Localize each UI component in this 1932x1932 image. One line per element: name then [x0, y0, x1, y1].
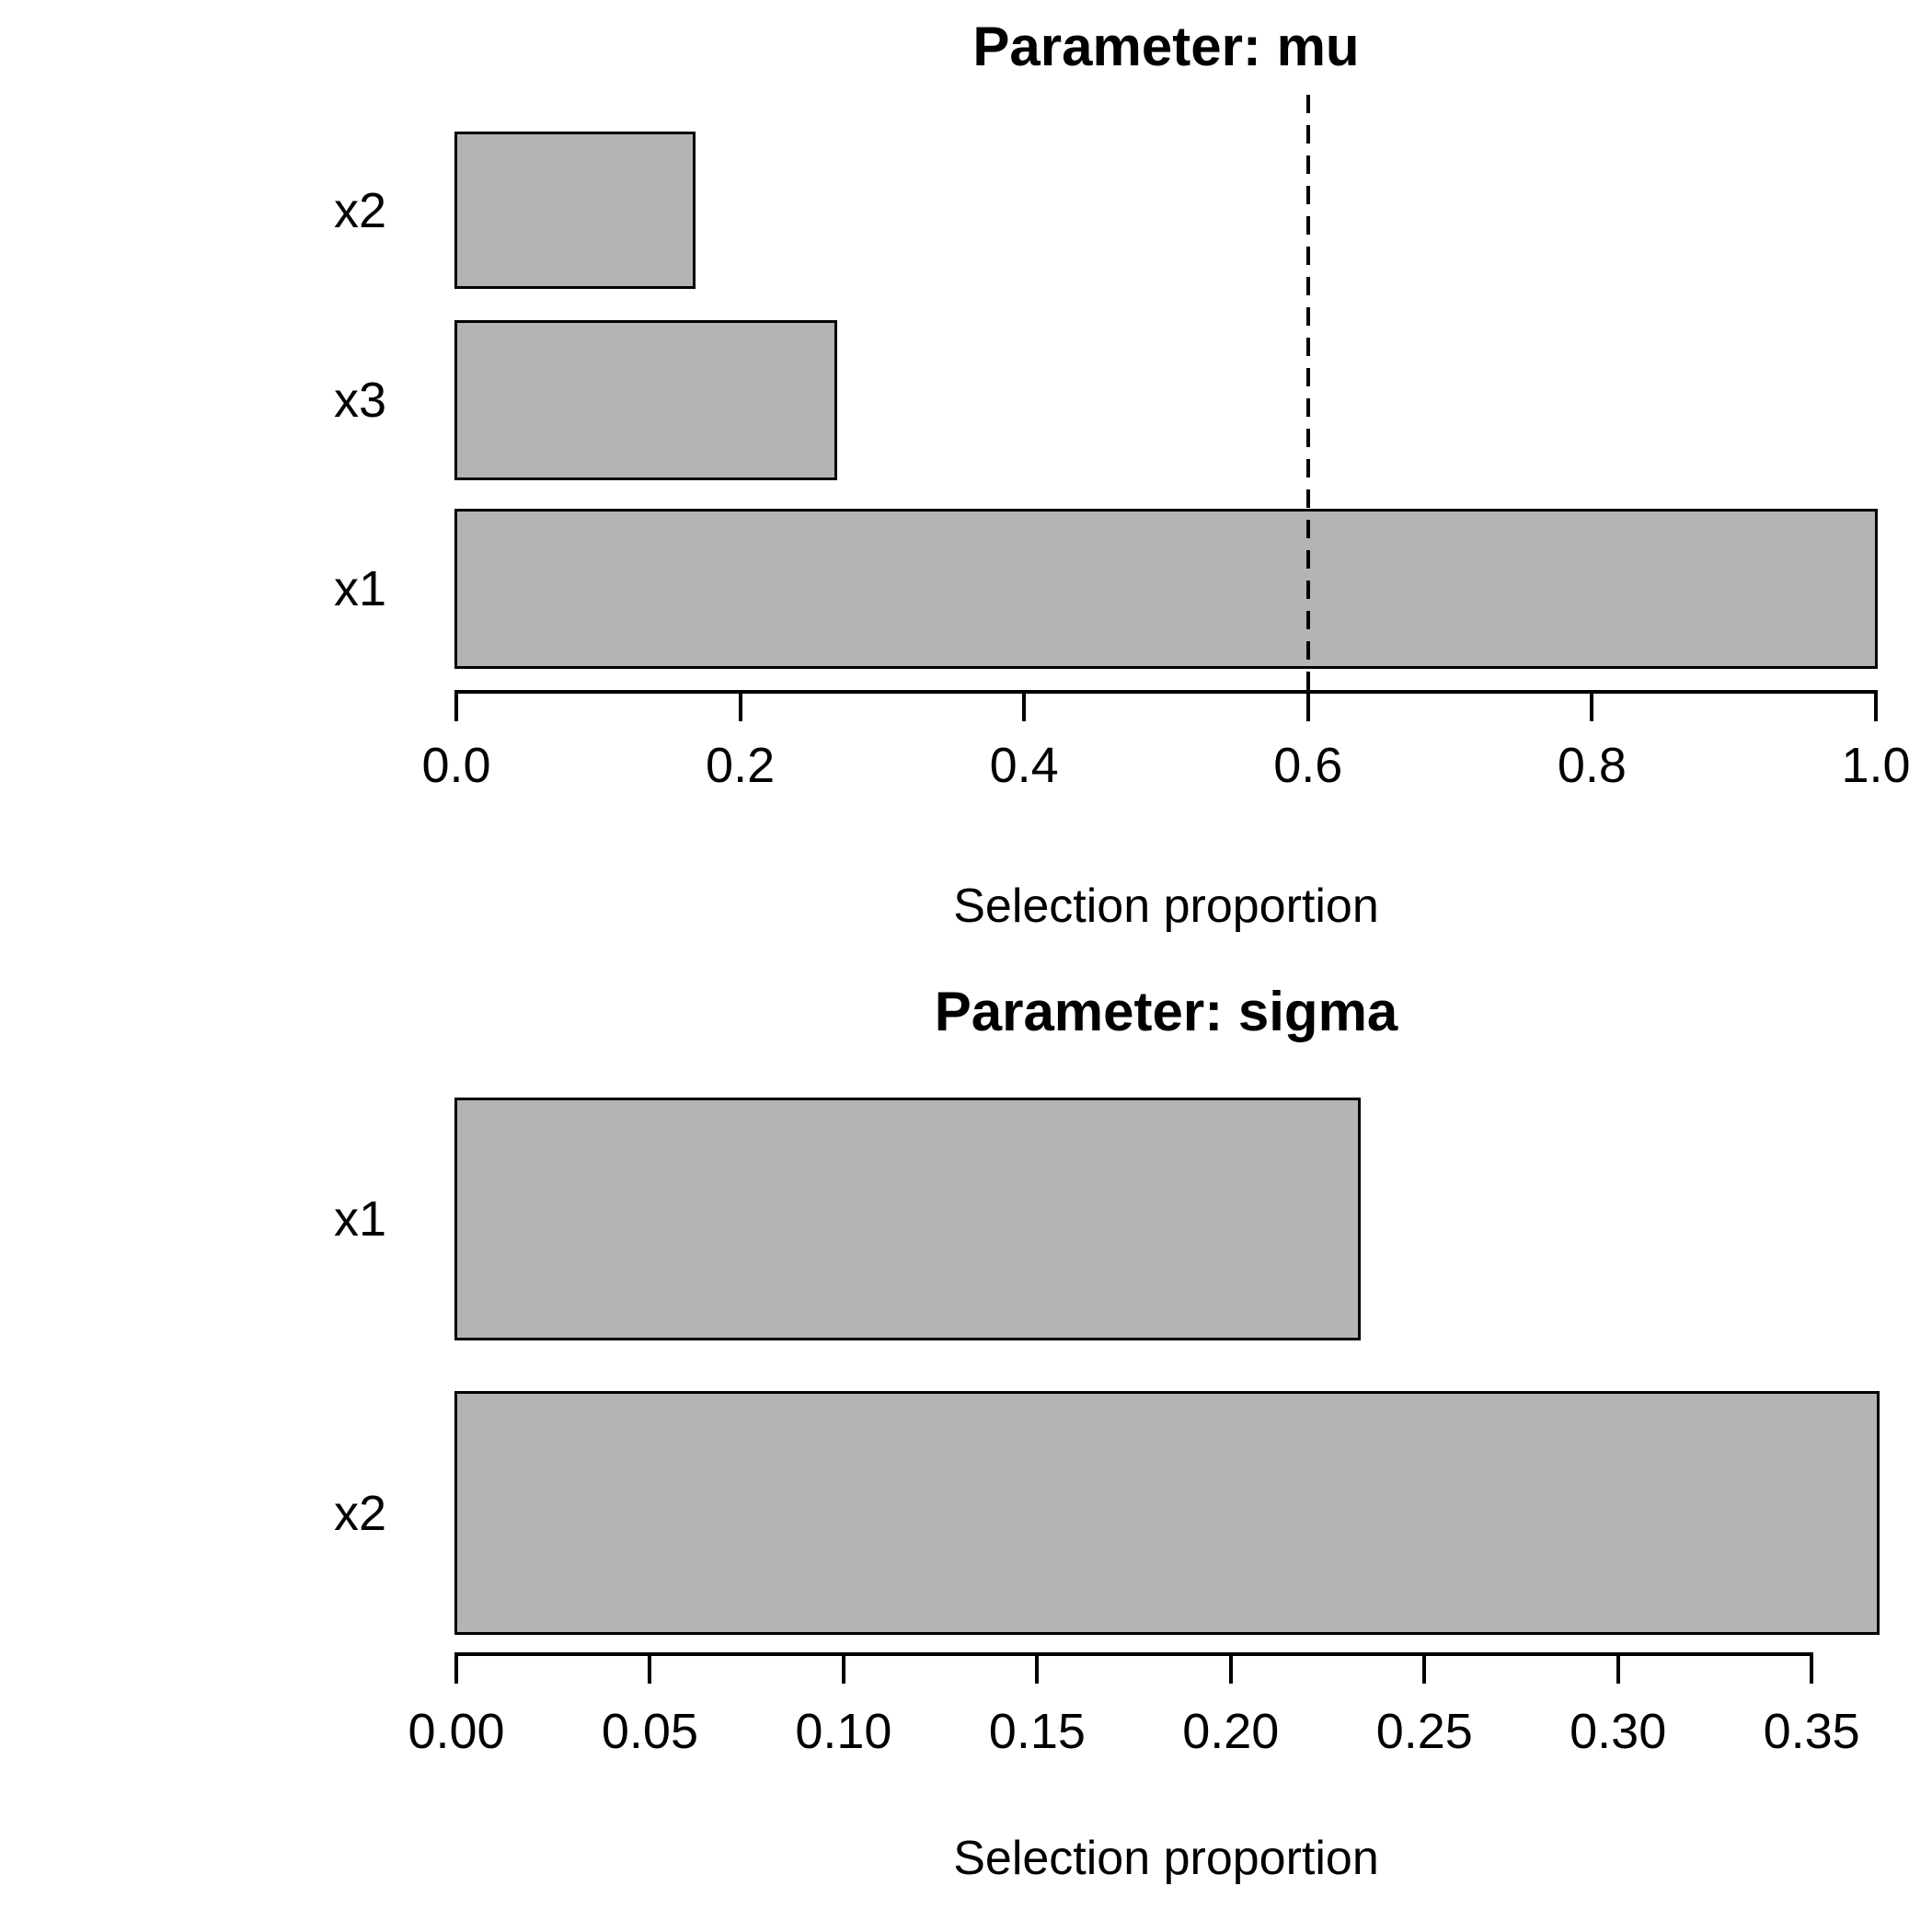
x-axis-tick — [1035, 1652, 1040, 1684]
chart-title-mu: Parameter: mu — [972, 16, 1360, 77]
x-axis-tick-label: 0.35 — [1763, 1704, 1860, 1759]
x-axis-tick — [1810, 1652, 1814, 1684]
x-axis-tick-label: 0.00 — [408, 1704, 505, 1759]
x-axis-tick-label: 0.05 — [601, 1704, 698, 1759]
x-axis-tick-label: 0.6 — [1273, 738, 1343, 793]
x-axis-tick — [841, 1652, 845, 1684]
x-axis-tick — [454, 690, 458, 721]
x-axis-tick-label: 1.0 — [1841, 738, 1911, 793]
x-axis-tick — [1874, 690, 1878, 721]
x-axis-tick — [1590, 690, 1594, 721]
x-axis-tick — [1616, 1652, 1620, 1684]
x-axis-tick — [454, 1652, 458, 1684]
x-axis-tick-label: 0.25 — [1375, 1704, 1473, 1759]
x-axis-tick-label: 0.2 — [706, 738, 776, 793]
category-label-x2: x2 — [333, 1485, 386, 1541]
x-axis-line — [454, 1652, 1813, 1656]
x-axis-tick — [1422, 1652, 1427, 1684]
x-axis-tick-label: 0.0 — [421, 738, 491, 793]
x-axis-tick — [738, 690, 742, 721]
x-axis-tick — [1022, 690, 1027, 721]
x-axis-tick-label: 0.4 — [989, 738, 1059, 793]
x-axis-label-sigma: Selection proportion — [953, 1832, 1379, 1885]
bar-x2 — [454, 1391, 1880, 1635]
category-label-x3: x3 — [333, 373, 386, 428]
x-axis-tick — [1305, 690, 1310, 721]
x-axis-tick — [648, 1652, 652, 1684]
x-axis-line — [454, 690, 1878, 694]
category-label-x2: x2 — [333, 182, 386, 238]
threshold-dashed-line — [1305, 95, 1310, 694]
x-axis-label-mu: Selection proportion — [953, 880, 1379, 933]
category-label-x1: x1 — [333, 1191, 386, 1247]
x-axis-tick-label: 0.15 — [988, 1704, 1086, 1759]
bar-x1 — [454, 509, 1878, 669]
x-axis-tick-label: 0.8 — [1557, 738, 1627, 793]
x-axis-tick-label: 0.30 — [1570, 1704, 1667, 1759]
bar-x3 — [454, 320, 837, 480]
category-label-x1: x1 — [333, 561, 386, 616]
chart-title-sigma: Parameter: sigma — [934, 981, 1398, 1042]
x-axis-tick — [1228, 1652, 1233, 1684]
x-axis-tick-label: 0.10 — [795, 1704, 892, 1759]
bar-x1 — [454, 1098, 1361, 1340]
bar-x2 — [454, 132, 696, 289]
x-axis-tick-label: 0.20 — [1182, 1704, 1280, 1759]
